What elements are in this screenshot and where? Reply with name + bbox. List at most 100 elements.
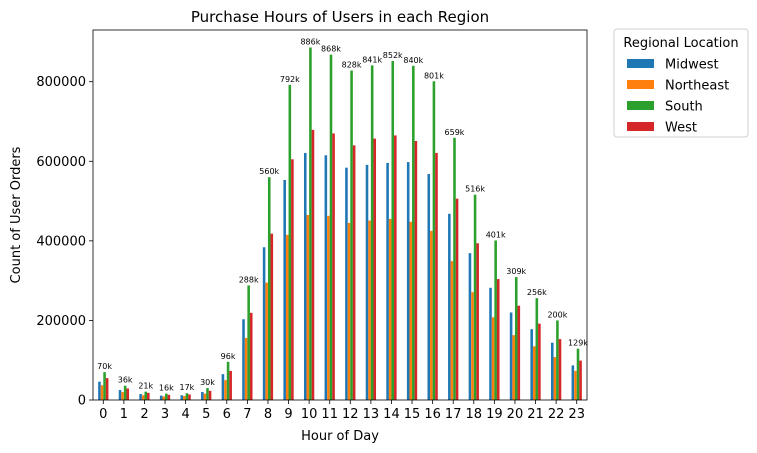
bar-northeast-hour-5 xyxy=(203,393,207,400)
legend-label-northeast: Northeast xyxy=(665,79,729,94)
bar-northeast-hour-23 xyxy=(574,370,577,400)
legend-swatch-midwest xyxy=(627,59,654,68)
bar-northeast-hour-13 xyxy=(368,220,371,400)
legend-swatch-south xyxy=(627,101,654,110)
bar-northeast-hour-20 xyxy=(512,335,515,400)
bar-northeast-hour-8 xyxy=(265,282,268,400)
bar-midwest-hour-21 xyxy=(530,329,533,400)
data-label-hour-5: 30k xyxy=(200,378,215,387)
bar-midwest-hour-18 xyxy=(468,253,472,400)
x-tick-label-15: 15 xyxy=(404,407,421,422)
x-tick-label-3: 3 xyxy=(161,407,169,422)
bar-west-hour-12 xyxy=(352,145,356,400)
bar-midwest-hour-16 xyxy=(427,174,431,400)
bar-northeast-hour-18 xyxy=(471,292,474,400)
bar-midwest-hour-6 xyxy=(221,374,225,400)
x-tick-label-4: 4 xyxy=(181,407,189,422)
x-tick-label-23: 23 xyxy=(568,407,585,422)
bar-west-hour-19 xyxy=(496,279,500,400)
data-label-hour-11: 868k xyxy=(321,45,341,54)
legend-label-midwest: Midwest xyxy=(665,58,719,73)
bar-south-hour-15 xyxy=(412,65,415,400)
data-label-hour-6: 96k xyxy=(221,352,236,361)
bar-south-hour-1 xyxy=(123,385,127,400)
bar-south-hour-4 xyxy=(185,393,189,400)
bar-northeast-hour-9 xyxy=(285,234,289,400)
bar-west-hour-2 xyxy=(147,392,150,400)
bar-northeast-hour-15 xyxy=(409,221,413,400)
data-label-hour-19: 401k xyxy=(486,230,506,239)
data-label-hour-4: 17k xyxy=(180,383,195,392)
bar-west-hour-9 xyxy=(291,159,294,400)
data-label-hour-14: 852k xyxy=(383,51,403,60)
bar-northeast-hour-19 xyxy=(491,317,495,400)
bar-south-hour-12 xyxy=(350,70,353,400)
x-tick-label-16: 16 xyxy=(424,407,441,422)
legend: Regional Location Midwest Northeast South We… xyxy=(613,28,749,138)
bar-south-hour-0 xyxy=(103,372,106,400)
bar-south-hour-2 xyxy=(144,391,148,400)
y-tick-label-400000: 400000 xyxy=(36,234,86,249)
bar-northeast-hour-6 xyxy=(224,380,227,400)
bar-west-hour-4 xyxy=(188,394,191,400)
data-label-hour-2: 21k xyxy=(138,382,153,391)
data-label-hour-1: 36k xyxy=(118,376,133,385)
data-label-hour-20: 309k xyxy=(506,267,526,276)
legend-label-south: South xyxy=(665,100,703,115)
x-tick-label-11: 11 xyxy=(321,407,338,422)
x-tick-label-1: 1 xyxy=(120,407,128,422)
bar-midwest-hour-0 xyxy=(98,381,101,400)
data-label-hour-21: 256k xyxy=(527,288,547,297)
bar-south-hour-10 xyxy=(309,47,312,400)
x-tick-label-17: 17 xyxy=(445,407,462,422)
data-label-hour-3: 16k xyxy=(159,384,174,393)
bar-midwest-hour-7 xyxy=(242,319,245,400)
x-tick-label-10: 10 xyxy=(301,407,318,422)
bar-west-hour-11 xyxy=(332,133,335,400)
bar-west-hour-10 xyxy=(311,129,315,401)
bar-midwest-hour-9 xyxy=(283,179,286,400)
bar-northeast-hour-2 xyxy=(141,395,145,400)
data-label-hour-16: 801k xyxy=(424,71,444,80)
bar-south-hour-11 xyxy=(329,54,333,401)
bar-south-hour-6 xyxy=(226,361,230,400)
bar-midwest-hour-15 xyxy=(406,162,410,400)
bar-south-hour-16 xyxy=(432,81,436,400)
bar-midwest-hour-23 xyxy=(571,365,575,400)
data-label-hour-17: 659k xyxy=(445,128,465,137)
data-labels-layer: 70k 36k 21k 16k 17k 30k 96k 288k 560k 792k 886k868… xyxy=(97,38,588,393)
bar-midwest-hour-19 xyxy=(489,287,492,400)
bar-south-hour-14 xyxy=(391,61,395,400)
y-tick-label-0: 0 xyxy=(78,394,86,409)
bar-midwest-hour-3 xyxy=(159,395,163,400)
x-tick-label-2: 2 xyxy=(140,407,148,422)
y-axis-title: Count of User Orders xyxy=(9,146,24,283)
bar-midwest-hour-13 xyxy=(365,164,369,400)
x-tick-label-7: 7 xyxy=(243,407,251,422)
bar-west-hour-13 xyxy=(373,138,377,401)
bar-northeast-hour-7 xyxy=(244,337,248,400)
bar-northeast-hour-1 xyxy=(121,392,124,400)
bar-west-hour-17 xyxy=(455,198,459,400)
bar-midwest-hour-1 xyxy=(118,390,122,400)
bar-midwest-hour-2 xyxy=(139,394,142,400)
bar-south-hour-5 xyxy=(206,388,209,400)
legend-title: Regional Location xyxy=(623,36,738,51)
bar-midwest-hour-22 xyxy=(550,342,554,400)
data-label-hour-7: 288k xyxy=(239,275,259,284)
bar-midwest-hour-4 xyxy=(180,395,184,400)
bar-northeast-hour-22 xyxy=(553,357,557,400)
bar-northeast-hour-4 xyxy=(183,396,186,400)
data-label-hour-10: 886k xyxy=(300,38,320,47)
axes-layer: 0 1 2 3 4 5 6 7 8 9 10 11 12 13 14 15 16 17 18 19 20 21 22 2302… xyxy=(36,29,588,422)
x-tick-label-19: 19 xyxy=(486,407,503,422)
bar-west-hour-6 xyxy=(229,370,232,400)
bar-west-hour-7 xyxy=(249,312,253,400)
bar-northeast-hour-11 xyxy=(327,215,330,400)
bar-south-hour-19 xyxy=(494,240,497,400)
x-tick-label-13: 13 xyxy=(363,407,380,422)
bar-south-hour-3 xyxy=(165,393,168,400)
bar-west-hour-8 xyxy=(270,233,274,400)
data-label-hour-12: 828k xyxy=(342,61,362,70)
bar-west-hour-22 xyxy=(558,339,562,400)
